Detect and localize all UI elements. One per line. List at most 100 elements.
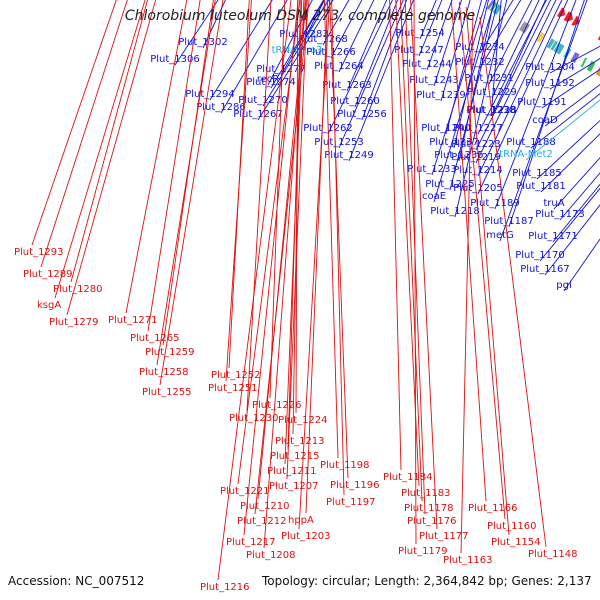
leader-line-Plut_1204 <box>549 45 600 74</box>
leader-line-Plut_1148 <box>479 16 547 548</box>
gene-label-Plut_1294: Plut_1294 <box>185 89 235 100</box>
leader-line-Plut_1255 <box>159 0 224 386</box>
leader-line-Plut_1179 <box>413 0 417 545</box>
leader-line-Plut_1170 <box>539 187 600 262</box>
leader-line-Plut_1223 <box>475 0 552 151</box>
gene-label-Plut_1166: Plut_1166 <box>468 503 518 514</box>
leader-line-Plut_1160 <box>458 1 506 520</box>
gene-label-Plut_1230: Plut_1230 <box>229 413 279 424</box>
leader-line-Plut_1210 <box>257 0 307 500</box>
gene-label-Plut_1252: Plut_1252 <box>211 370 261 381</box>
leader-line-Plut_1181 <box>540 133 600 193</box>
leader-line-Plut_1293 <box>31 0 117 246</box>
leader-line-Plut_1205 <box>477 0 569 195</box>
gene-label-Plut_1163: Plut_1163 <box>443 555 493 566</box>
leader-line-truA <box>553 157 600 210</box>
gene-label-Plut_1267: Plut_1267 <box>233 109 283 120</box>
gene-label-Plut_1185: Plut_1185 <box>512 168 562 179</box>
leader-line-Plut_1203 <box>298 0 331 530</box>
gene-label-Plut_1170: Plut_1170 <box>515 250 565 261</box>
gene-label-Plut_1226: Plut_1226 <box>252 400 302 411</box>
leader-line-Plut_1229 <box>491 0 540 99</box>
leader-line-Plut_1247 <box>418 0 443 57</box>
leader-line-Plut_1260 <box>354 0 399 108</box>
leader-line-Plut_1277 <box>280 0 325 76</box>
leader-line-Plut_1221 <box>237 0 301 485</box>
gene-label-Plut_1178: Plut_1178 <box>404 503 454 514</box>
leader-line-Plut_1243 <box>433 0 462 87</box>
leader-line-Plut_1279 <box>66 0 157 316</box>
gene-label-Plut_1266: Plut_1266 <box>306 47 356 58</box>
leader-line-Plut_1267 <box>257 0 334 121</box>
gene-label-Plut_1219: Plut_1219 <box>451 152 501 163</box>
gene-label-Plut_1264: Plut_1264 <box>314 61 364 72</box>
leader-line-Plut_1173 <box>559 172 600 221</box>
leader-line-Plut_1227 <box>477 0 547 135</box>
leader-line-Plut_1192 <box>549 58 600 90</box>
gene-label-Plut_1213: Plut_1213 <box>275 436 325 447</box>
leader-line-Plut_1188 <box>530 93 600 149</box>
leader-line-Plut_1271 <box>125 0 188 314</box>
leader-line-Plut_1280 <box>70 0 149 283</box>
gene-label-Plut_1274: Plut_1274 <box>246 77 296 88</box>
gene-label-Plut_1184: Plut_1184 <box>383 472 433 483</box>
gene-label-Plut_1176: Plut_1176 <box>407 516 457 527</box>
gene-label-Plut_1191: Plut_1191 <box>517 97 567 108</box>
gene-label-metG: metG <box>486 230 514 241</box>
leader-line-Plut_1306 <box>174 0 219 66</box>
gene-label-Plut_1154: Plut_1154 <box>491 537 541 548</box>
leader-line-Plut_1214 <box>477 0 563 177</box>
gene-label-Plut_1263: Plut_1263 <box>322 80 372 91</box>
gene-label-Plut_1204: Plut_1204 <box>525 62 575 73</box>
leader-line-Plut_1262 <box>327 0 393 135</box>
gene-label-Plut_1197: Plut_1197 <box>326 497 376 508</box>
gene-label-Plut_1179: Plut_1179 <box>398 546 448 557</box>
leader-line-Plut_1185 <box>536 119 600 180</box>
gene-label-Plut_1177: Plut_1177 <box>419 531 469 542</box>
gene-label-Plut_1211: Plut_1211 <box>267 466 317 477</box>
leader-line-Plut_1171 <box>552 183 600 243</box>
gene-label-coaE: coaE <box>422 191 446 202</box>
leader-line-Plut_1217 <box>243 0 299 536</box>
gene-label-Plut_1293: Plut_1293 <box>14 247 64 258</box>
gene-label-Plut_1221: Plut_1221 <box>220 486 270 497</box>
gene-label-Plut_1280: Plut_1280 <box>53 284 103 295</box>
gene-label-Plut_1207: Plut_1207 <box>269 481 319 492</box>
gene-label-Plut_1253: Plut_1253 <box>314 137 364 148</box>
gene-label-Plut_1210: Plut_1210 <box>240 501 290 512</box>
leader-line-Plut_1215 <box>287 0 303 450</box>
gene-label-Plut_1234: Plut_1234 <box>455 42 505 53</box>
gene-label-Plut_1249: Plut_1249 <box>324 150 374 161</box>
gene-label-Plut_1214: Plut_1214 <box>453 165 503 176</box>
leader-line-Plut_1254 <box>419 0 437 40</box>
reverse-cog-block-23 <box>595 66 600 77</box>
leader-line-Plut_1252 <box>228 0 250 369</box>
leader-line-Plut_1268 <box>322 0 350 46</box>
gene-label-Plut_1188: Plut_1188 <box>506 137 556 148</box>
gene-label-Plut_1189: Plut_1189 <box>470 198 520 209</box>
leader-line-Plut_1238 <box>490 0 502 117</box>
accession-text: Accession: NC_007512 <box>8 574 145 588</box>
gene-label-Plut_1231: Plut_1231 <box>464 73 514 84</box>
reverse-cog-block-32 <box>518 21 531 34</box>
leader-line-Plut_1225 <box>449 0 499 191</box>
leader-line-metG <box>499 0 588 242</box>
leader-line-Plut_1166 <box>450 0 487 502</box>
leader-line-Plut_1226 <box>269 0 286 399</box>
gene-label-Plut_1233: Plut_1233 <box>407 164 457 175</box>
gene-label-coaD: coaD <box>532 115 558 126</box>
gene-label-Plut_1217: Plut_1217 <box>226 537 276 548</box>
leader-line-Plut_1177 <box>410 0 438 530</box>
reverse-cog-block-25 <box>580 57 588 68</box>
leader-line-Plut_1233 <box>431 0 488 176</box>
gene-label-Plut_1254: Plut_1254 <box>395 28 445 39</box>
leader-line-Plut_1219 <box>475 0 557 164</box>
reverse-cog-block-28 <box>553 42 565 55</box>
leader-line-Plut_1239 <box>440 0 471 102</box>
leader-line-Plut_1176 <box>404 0 426 515</box>
leader-line-Plut_1253 <box>338 0 404 149</box>
gene-label-Plut_1289: Plut_1289 <box>23 269 73 280</box>
gene-label-Plut_1247: Plut_1247 <box>394 45 444 56</box>
